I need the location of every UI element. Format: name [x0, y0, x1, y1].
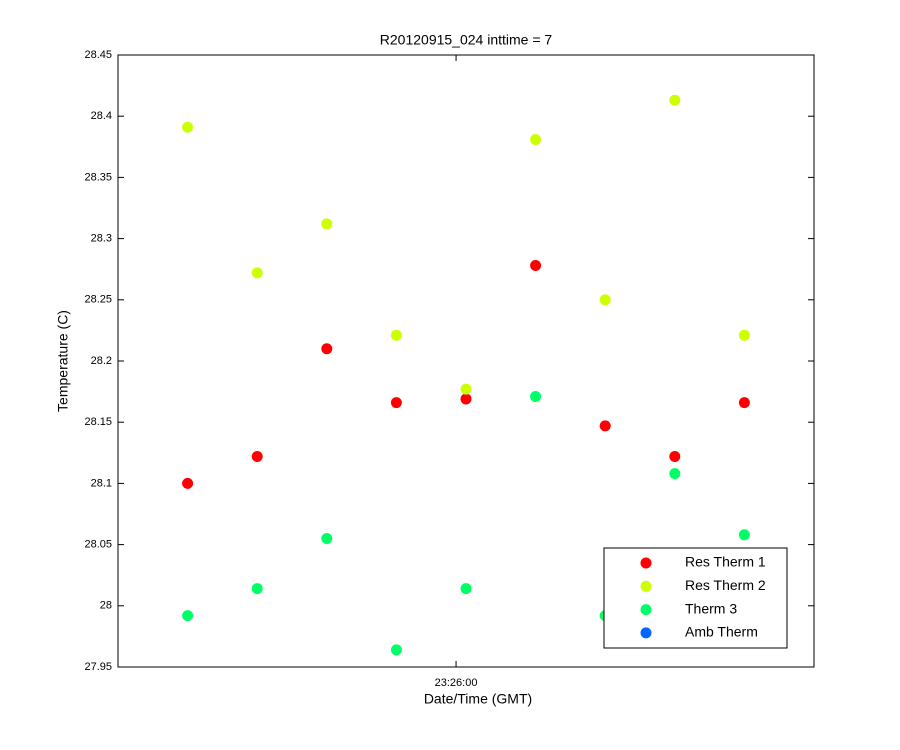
y-tick-label: 28.45	[84, 49, 112, 61]
point	[669, 94, 681, 106]
point	[738, 329, 750, 341]
point	[599, 420, 611, 432]
legend-box	[603, 547, 788, 649]
y-tick-label: 28	[100, 600, 112, 612]
point	[251, 583, 263, 595]
point	[669, 468, 681, 480]
point	[530, 133, 542, 145]
point	[530, 260, 542, 272]
x-axis-label: Date/Time (GMT)	[424, 691, 532, 707]
x-tick-label: 23:26:00	[435, 677, 478, 689]
point	[182, 477, 194, 489]
y-tick-label: 28.25	[84, 294, 112, 306]
point	[321, 343, 333, 355]
y-tick-label: 28.05	[84, 539, 112, 551]
legend-marker	[640, 627, 652, 639]
point	[182, 610, 194, 622]
point	[460, 583, 472, 595]
legend-label: Res Therm 2	[685, 577, 766, 593]
legend-marker	[640, 604, 652, 616]
point	[182, 121, 194, 133]
point	[251, 450, 263, 462]
point	[460, 393, 472, 405]
y-tick-label: 28.35	[84, 171, 112, 183]
legend-label: Amb Therm	[685, 624, 758, 640]
legend-marker	[640, 580, 652, 592]
y-tick-label: 27.95	[84, 661, 112, 673]
point	[738, 397, 750, 409]
y-tick-label: 28.4	[91, 110, 112, 122]
point	[390, 397, 402, 409]
point	[460, 383, 472, 395]
legend-label: Therm 3	[685, 600, 737, 616]
y-axis-label: Temperature (C)	[55, 310, 71, 412]
point	[321, 218, 333, 230]
point	[599, 294, 611, 306]
point	[530, 390, 542, 402]
legend-label: Res Therm 1	[685, 554, 766, 570]
point	[390, 644, 402, 656]
y-tick-label: 28.2	[91, 355, 112, 367]
point	[390, 329, 402, 341]
point	[321, 532, 333, 544]
legend-marker	[640, 557, 652, 569]
point	[251, 267, 263, 279]
chart-title: R20120915_024 inttime = 7	[380, 32, 553, 48]
y-tick-label: 28.3	[91, 233, 112, 245]
point	[738, 529, 750, 541]
y-tick-label: 28.1	[91, 477, 112, 489]
y-tick-label: 28.15	[84, 416, 112, 428]
point	[669, 450, 681, 462]
